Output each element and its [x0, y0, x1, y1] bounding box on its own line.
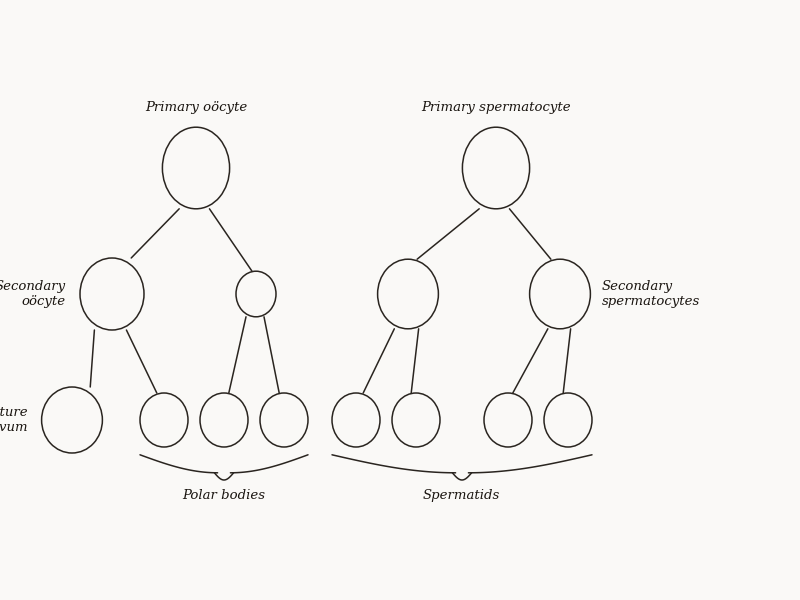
Text: Mature
ovum: Mature ovum: [0, 406, 28, 434]
Text: Spermatids: Spermatids: [423, 489, 500, 502]
Text: Primary spermatocyte: Primary spermatocyte: [421, 101, 571, 114]
Text: Secondary
spermatocytes: Secondary spermatocytes: [602, 280, 700, 308]
Text: Polar bodies: Polar bodies: [182, 489, 266, 502]
Text: Primary oöcyte: Primary oöcyte: [145, 101, 247, 114]
Text: Secondary
oöcyte: Secondary oöcyte: [0, 280, 66, 308]
